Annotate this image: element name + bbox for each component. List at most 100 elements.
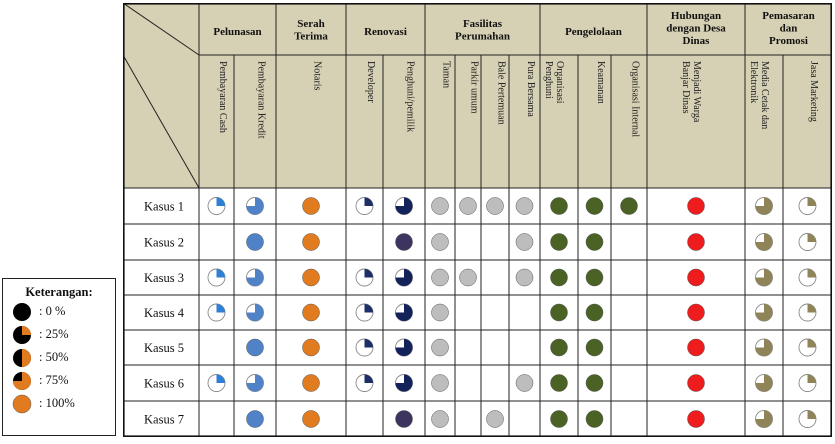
indicator-0-4: [395, 197, 413, 215]
indicator-6-9: [550, 410, 568, 428]
sub-header-0-1: Pembayaran Kredit: [256, 61, 267, 139]
indicator-4-12: [687, 338, 705, 357]
indicator-6-1: [246, 410, 264, 428]
indicator-6-7: [486, 410, 504, 428]
sub-header-6-0: Media Cetak danElektronik: [748, 61, 770, 129]
sub-header-3-2: Bale Pertemuan: [496, 61, 507, 125]
indicator-4-4: [395, 338, 413, 357]
indicator-5-3: [355, 374, 374, 392]
legend-label: : 0 %: [39, 304, 66, 318]
indicator-2-14: [798, 268, 817, 287]
indicator-0-0: [207, 197, 226, 215]
indicator-1-13: [755, 233, 773, 251]
indicator-5-5: [431, 374, 449, 392]
sub-header-4-1: Keamanan: [595, 61, 606, 104]
legend-pie-1: [13, 325, 31, 344]
indicator-1-10: [585, 233, 604, 251]
indicator-0-6: [459, 197, 477, 215]
legend-item: : 100%: [3, 392, 115, 415]
indicator-2-13: [755, 268, 773, 287]
indicator-5-14: [798, 374, 817, 392]
row-label: Kasus 7: [144, 413, 184, 427]
sub-header-6-1: Jasa Marketing: [808, 61, 819, 122]
row-label: Kasus 5: [144, 341, 184, 355]
indicator-0-14: [798, 197, 817, 215]
indicator-5-4: [395, 374, 413, 392]
legend-swatch: [13, 302, 31, 321]
group-header-2: Renovasi: [364, 26, 407, 38]
row-label: Kasus 4: [144, 306, 185, 320]
sub-header-2-0: Developer: [365, 61, 376, 103]
legend-title: Keterangan:: [25, 285, 93, 299]
legend-box: Keterangan: : 0 % : 25% : 50% : 75% : 100%: [2, 278, 116, 436]
legend-item: : 25%: [3, 323, 115, 346]
legend-label: : 50%: [39, 350, 69, 364]
sub-header-0-0: Pembayaran Cash: [217, 61, 228, 133]
indicator-1-1: [246, 233, 264, 251]
indicator-4-2: [302, 338, 320, 357]
indicator-3-1: [246, 303, 264, 322]
indicator-4-5: [431, 338, 449, 357]
indicator-5-1: [246, 374, 264, 392]
legend-swatch: [13, 325, 31, 344]
indicator-3-5: [431, 303, 449, 322]
row-label: Kasus 2: [144, 236, 184, 250]
group-header-1: Serah Terima: [294, 18, 328, 43]
indicator-3-12: [687, 303, 705, 322]
indicator-5-13: [755, 374, 773, 392]
group-header-0: Pelunasan: [213, 26, 261, 38]
indicator-0-8: [515, 197, 534, 215]
group-header-4: Pengelolaan: [565, 26, 622, 38]
indicator-2-1: [246, 268, 264, 287]
legend-label: : 100%: [39, 396, 75, 410]
indicator-4-1: [246, 338, 264, 357]
indicator-3-9: [550, 303, 568, 322]
group-header-3: Fasilitas Perumahan: [455, 18, 510, 43]
indicator-1-14: [798, 233, 817, 251]
sub-header-1-0: Notaris: [312, 61, 323, 91]
indicator-5-2: [302, 374, 320, 392]
legend-pie-3: [13, 371, 31, 390]
indicator-4-14: [798, 338, 817, 357]
indicator-3-10: [585, 303, 604, 322]
row-label: Kasus 1: [144, 200, 184, 214]
indicator-5-8: [515, 374, 534, 392]
indicator-4-10: [585, 338, 604, 357]
sub-header-3-0: Taman: [441, 61, 452, 88]
indicator-1-5: [431, 233, 449, 251]
indicator-4-3: [355, 338, 374, 357]
row-label: Kasus 6: [144, 377, 184, 391]
indicator-2-6: [459, 268, 477, 287]
indicator-1-8: [515, 233, 534, 251]
indicator-3-2: [302, 303, 320, 322]
indicator-0-2: [302, 197, 320, 215]
legend-item: : 75%: [3, 369, 115, 392]
indicator-5-9: [550, 374, 568, 392]
indicator-2-5: [431, 268, 449, 287]
indicator-3-4: [395, 303, 413, 322]
sub-header-3-1: Parkir umum: [469, 61, 480, 114]
indicator-6-2: [302, 410, 320, 428]
indicator-1-4: [395, 233, 413, 251]
indicator-0-3: [355, 197, 374, 215]
indicator-0-5: [431, 197, 449, 215]
indicator-2-2: [302, 268, 320, 287]
indicator-6-5: [431, 410, 449, 428]
indicator-4-13: [755, 338, 773, 357]
indicator-5-10: [585, 374, 604, 392]
indicator-2-3: [355, 268, 374, 287]
group-header-5: Hubungan dengan Desa Dinas: [666, 10, 726, 47]
legend-label: : 75%: [39, 373, 69, 387]
indicator-0-10: [585, 197, 604, 215]
indicator-0-1: [246, 197, 264, 215]
indicator-2-0: [207, 268, 226, 287]
legend-label: : 25%: [39, 327, 69, 341]
legend-swatch: [12, 394, 32, 413]
indicator-2-10: [585, 268, 604, 287]
legend-item: : 0 %: [3, 300, 115, 323]
sub-header-2-1: Penghuni/pemilik: [405, 61, 416, 132]
indicator-2-4: [395, 268, 413, 287]
sub-header-5-0: Menjadi WargaBanjar Dinas: [680, 61, 702, 123]
indicator-3-0: [207, 303, 226, 322]
indicator-6-13: [755, 410, 773, 428]
